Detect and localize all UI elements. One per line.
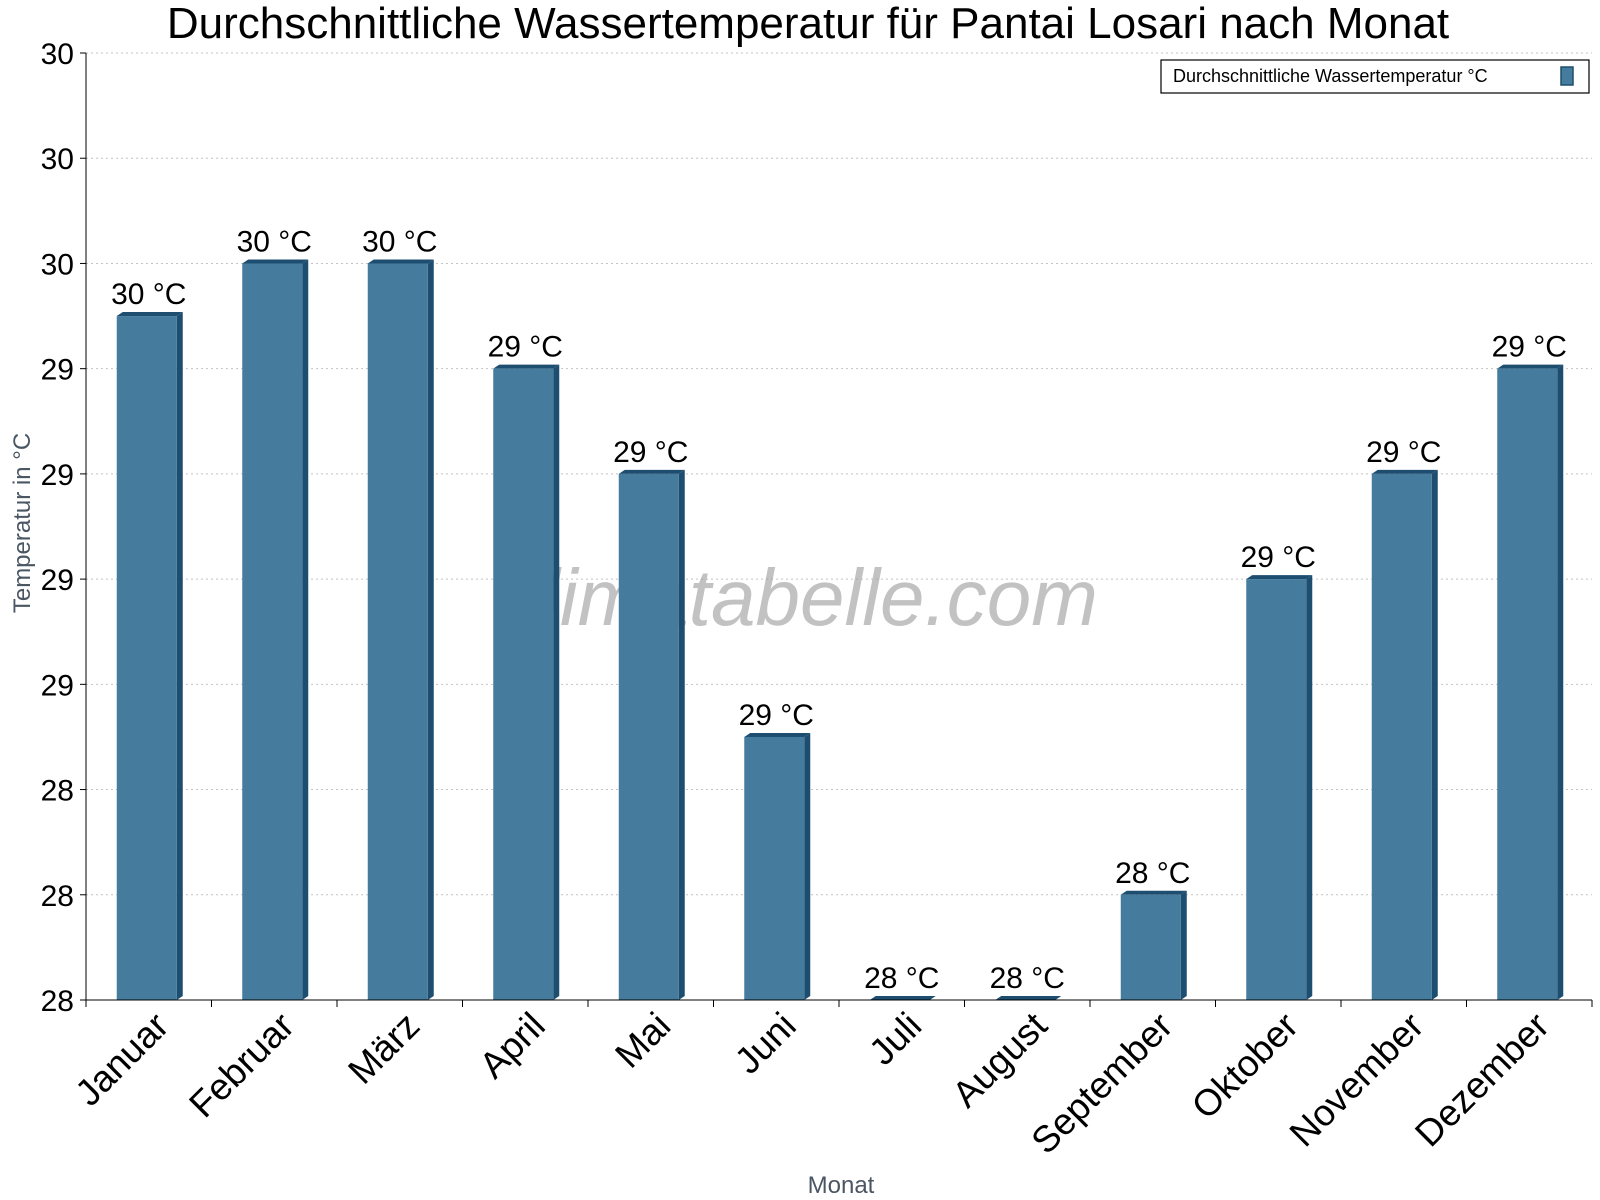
- bar-top: [1120, 890, 1187, 895]
- x-tick-label: Mai: [607, 1005, 678, 1076]
- y-tick-label: 30: [41, 38, 74, 71]
- bar-november: [1371, 469, 1438, 1000]
- data-label: 29 °C: [1366, 436, 1441, 469]
- bar-august: [995, 996, 1062, 1000]
- data-label: 29 °C: [1492, 331, 1567, 364]
- legend-box: [1160, 59, 1590, 94]
- y-tick-label: 28: [41, 985, 74, 1018]
- bar-top: [995, 996, 1062, 1000]
- x-tick-label: Juni: [727, 1005, 804, 1082]
- data-label: 29 °C: [613, 436, 688, 469]
- y-axis-label: Temperatur in °C: [9, 433, 36, 613]
- bar: [116, 316, 177, 1000]
- bar-dezember: [1497, 364, 1564, 1001]
- bars: [116, 259, 1564, 1001]
- bar-side: [302, 259, 309, 1000]
- bar-side: [678, 469, 685, 1000]
- bar-top: [1246, 575, 1313, 580]
- bar-side: [553, 364, 560, 1001]
- y-tick-label: 30: [41, 143, 74, 176]
- bar-top: [1371, 469, 1438, 474]
- bar: [242, 263, 303, 1000]
- x-tick-label: April: [472, 1005, 553, 1086]
- legend-swatch: [1560, 66, 1574, 86]
- bar: [1120, 894, 1181, 1000]
- x-tick-label: Juli: [861, 1005, 929, 1073]
- bar-märz: [367, 259, 434, 1000]
- legend-label: Durchschnittliche Wassertemperatur °C: [1173, 66, 1488, 86]
- y-tick-label: 29: [41, 669, 74, 702]
- bar: [1497, 368, 1558, 1001]
- gridlines: [86, 52, 1592, 896]
- bar-top: [493, 364, 560, 369]
- bar-side: [1306, 575, 1313, 1000]
- y-tick-label: 28: [41, 775, 74, 808]
- bar: [367, 263, 428, 1000]
- bar-top: [242, 259, 309, 264]
- bar: [744, 736, 805, 1000]
- bar-top: [744, 732, 811, 737]
- bar: [1246, 579, 1307, 1000]
- bar-februar: [242, 259, 309, 1000]
- x-tick-label: November: [1282, 1005, 1432, 1155]
- bar-top: [869, 996, 936, 1000]
- bar-side: [804, 732, 811, 1000]
- bar: [1371, 473, 1432, 1000]
- data-labels: 30 °C 30 °C 30 °C 29 °C 29 °C 29 °C 28 °C 28 °C…: [111, 225, 1567, 995]
- bar-top: [618, 469, 685, 474]
- data-label: 29 °C: [739, 699, 814, 732]
- data-label: 28 °C: [990, 962, 1065, 995]
- legend: Durchschnittliche Wassertemperatur °C: [1160, 59, 1590, 94]
- y-tick-label: 28: [41, 880, 74, 913]
- x-tick-label: Februar: [181, 1005, 302, 1126]
- x-tick-label: Januar: [67, 1005, 176, 1114]
- bar-side: [1431, 469, 1438, 1000]
- data-label: 29 °C: [1241, 541, 1316, 574]
- y-tick-label: 29: [41, 564, 74, 597]
- data-label: 30 °C: [362, 225, 437, 258]
- data-label: 28 °C: [1115, 857, 1190, 890]
- bar-side: [427, 259, 434, 1000]
- x-tick-label: Oktober: [1184, 1005, 1306, 1127]
- bar-side: [176, 312, 183, 1000]
- chart-title: Durchschnittliche Wassertemperatur für P…: [167, 0, 1449, 48]
- data-label: 29 °C: [488, 331, 563, 364]
- bar-april: [493, 364, 560, 1001]
- bar-oktober: [1246, 575, 1313, 1000]
- bar-juni: [744, 732, 811, 1000]
- bar-juli: [869, 996, 936, 1000]
- watermark: klimatabelle.com: [502, 553, 1098, 642]
- bar-side: [1180, 890, 1187, 1000]
- data-label: 28 °C: [864, 962, 939, 995]
- bar-september: [1120, 890, 1187, 1000]
- bar-side: [1557, 364, 1564, 1001]
- bar-top: [116, 312, 183, 317]
- y-tick-label: 30: [41, 248, 74, 281]
- bar-top: [1497, 364, 1564, 369]
- bar: [493, 368, 554, 1001]
- y-tick-label: 29: [41, 459, 74, 492]
- y-tick-label: 29: [41, 354, 74, 387]
- bar-januar: [116, 312, 183, 1000]
- x-axis-label: Monat: [808, 1172, 875, 1199]
- data-label: 30 °C: [237, 225, 312, 258]
- x-tick-label: März: [340, 1005, 427, 1092]
- x-tick-label: August: [944, 1004, 1055, 1115]
- bar: [618, 473, 679, 1000]
- x-tick-label: Dezember: [1407, 1005, 1557, 1155]
- bar-mai: [618, 469, 685, 1000]
- bar-top: [367, 259, 434, 264]
- data-label: 30 °C: [111, 278, 186, 311]
